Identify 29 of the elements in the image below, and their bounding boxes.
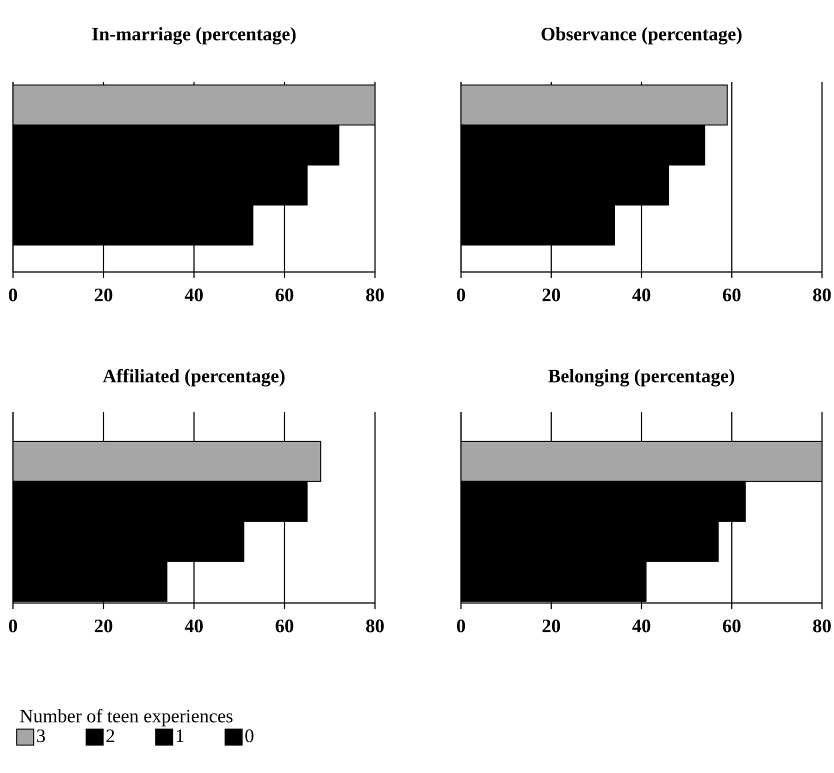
chart-title: In-marriage (percentage)	[92, 27, 296, 44]
x-tick-label: 80	[366, 288, 384, 302]
x-tick-label: 40	[184, 288, 203, 302]
x-tick-label: 60	[276, 288, 294, 302]
x-tick-label: 0	[456, 288, 466, 302]
legend-label: 1	[176, 729, 184, 742]
chart-title: Affiliated (percentage)	[102, 368, 285, 386]
x-tick-label: 60	[722, 620, 741, 632]
x-tick-label: 80	[813, 620, 831, 632]
x-tick-label: 40	[184, 620, 203, 632]
x-tick-label: 20	[94, 288, 112, 302]
x-tick-label: 20	[542, 288, 560, 302]
x-tick-label: 60	[722, 288, 741, 302]
x-tick-label: 40	[632, 288, 650, 302]
x-tick-label: 0	[456, 620, 466, 632]
x-tick-label: 80	[366, 620, 384, 632]
x-tick-label: 80	[813, 288, 831, 302]
x-tick-label: 20	[94, 620, 112, 632]
x-tick-label: 0	[8, 288, 18, 302]
x-tick-label: 0	[8, 620, 18, 632]
legend-label: 2	[106, 729, 114, 742]
legend-title: Number of teen experiences	[20, 708, 232, 726]
x-tick-label: 20	[542, 620, 560, 632]
x-tick-label: 60	[276, 620, 294, 632]
legend-label: 0	[245, 729, 254, 742]
chart-title: Observance (percentage)	[542, 27, 742, 44]
legend-label: 3	[37, 729, 45, 742]
chart-title: Belonging (percentage)	[548, 369, 734, 386]
x-tick-label: 40	[632, 620, 650, 632]
